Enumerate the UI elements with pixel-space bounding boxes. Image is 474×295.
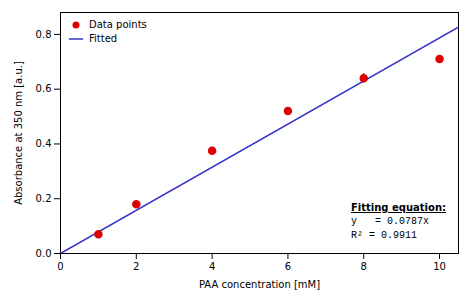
svg-text:Absorbance at 350 nm [a.u.]: Absorbance at 350 nm [a.u.] xyxy=(13,61,24,205)
svg-text:0.0: 0.0 xyxy=(36,248,52,259)
svg-text:0: 0 xyxy=(57,261,63,272)
svg-text:0.4: 0.4 xyxy=(36,138,52,149)
html-text:R² = 0.9911: R² = 0.9911 xyxy=(351,230,417,241)
html-text:Data points: Data points xyxy=(89,19,147,30)
svg-text:2: 2 xyxy=(133,261,139,272)
svg-text:PAA concentration [mM]: PAA concentration [mM] xyxy=(199,279,320,290)
html-text:y = 0.0787x: y = 0.0787x xyxy=(351,216,429,227)
svg-text:8: 8 xyxy=(361,261,367,272)
svg-text:0.6: 0.6 xyxy=(36,83,52,94)
svg-text:4: 4 xyxy=(209,261,215,272)
svg-text:6: 6 xyxy=(285,261,291,272)
svg-text:0.8: 0.8 xyxy=(36,29,52,40)
html-text:Fitting equation:: Fitting equation: xyxy=(351,202,446,213)
html-text:Fitted: Fitted xyxy=(89,33,118,44)
svg-text:10: 10 xyxy=(433,261,446,272)
svg-text:0.2: 0.2 xyxy=(36,193,52,204)
